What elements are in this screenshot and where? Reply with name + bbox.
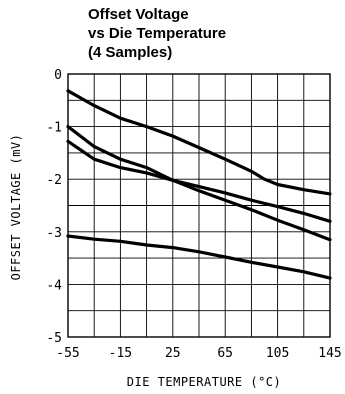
x-tick-label: 65 [217, 346, 233, 361]
y-tick-labels: 0 -1 -2 -3 -4 -5 [46, 68, 62, 346]
x-tick-label: 25 [165, 346, 181, 361]
series-line-2 [66, 124, 332, 242]
x-tick-labels: -55 -15 25 65 105 145 [56, 346, 341, 361]
chart-title-line-2: vs Die Temperature [88, 25, 226, 42]
chart-title-line-1: Offset Voltage [88, 6, 189, 23]
plot-frame [67, 73, 331, 338]
series-layer [66, 89, 332, 280]
series-line-3 [66, 139, 332, 223]
x-tick-label: 145 [318, 346, 341, 361]
y-tick-label: -5 [46, 331, 62, 346]
x-tick-label: -55 [56, 346, 79, 361]
y-axis-label: OFFSET VOLTAGE (mV) [9, 134, 23, 281]
x-tick-label: -15 [109, 346, 132, 361]
y-tick-label: 0 [54, 68, 62, 83]
chart-title-line-3: (4 Samples) [88, 44, 172, 61]
x-axis-label: DIE TEMPERATURE (°C) [127, 375, 282, 389]
grid [68, 74, 330, 337]
y-tick-label: -1 [46, 121, 62, 136]
series-line-4 [66, 234, 332, 280]
y-tick-label: -3 [46, 226, 62, 241]
y-tick-label: -2 [46, 173, 62, 188]
y-tick-label: -4 [46, 278, 62, 293]
x-tick-label: 105 [266, 346, 289, 361]
series-line-1 [66, 89, 332, 196]
